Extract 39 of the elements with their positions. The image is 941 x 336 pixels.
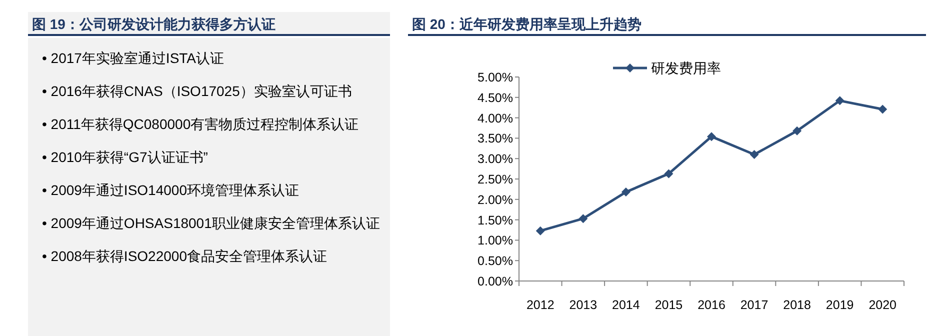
- point: [792, 126, 802, 136]
- point: [750, 150, 759, 160]
- point: [621, 188, 630, 197]
- text: • 2010年获得“G7认证证书”: [42, 148, 209, 167]
- point: [835, 96, 844, 106]
- point: [578, 214, 588, 224]
- y-tick-label: 4.00%: [478, 111, 513, 126]
- y-tick-label: 2.00%: [478, 192, 513, 207]
- text: • 2017年实验室通过ISTA认证: [42, 49, 226, 68]
- y-tick-label: 3.00%: [478, 152, 513, 166]
- y-tick-label: 4.50%: [478, 90, 513, 105]
- point: [664, 169, 674, 178]
- x-tick-label: 2014: [612, 298, 640, 312]
- y-tick-label: 1.50%: [478, 213, 513, 228]
- text: • 2009年通过ISO14000环境管理体系认证: [42, 181, 300, 200]
- text: 图 19：公司研发设计能力获得多方认证: [28, 12, 390, 36]
- text: • 2011年获得QC080000有害物质过程控制体系认证: [42, 115, 360, 134]
- x-tick-label: 2019: [826, 298, 854, 312]
- x-tick-label: 2020: [868, 298, 897, 312]
- y-tick-label: 3.50%: [478, 132, 513, 146]
- legend-label: 研发费用率: [651, 60, 721, 76]
- text: • 2009年通过OHSAS18001职业健康安全管理体系认证: [42, 214, 381, 233]
- x-tick-label: 2012: [526, 298, 554, 312]
- x-tick-label: 2015: [654, 298, 683, 312]
- point: [878, 104, 888, 114]
- y-tick-label: 5.00%: [478, 70, 513, 84]
- x-tick-label: 2016: [698, 298, 726, 312]
- text: • 2008年获得ISO22000食品安全管理体系认证: [42, 247, 328, 266]
- y-tick-label: 0.00%: [478, 274, 513, 288]
- text: • 2016年获得CNAS（ISO17025）实验室认可证书: [42, 82, 353, 101]
- y-tick-label: 1.00%: [478, 234, 513, 248]
- y-tick-label: 0.50%: [478, 254, 513, 268]
- point: [707, 132, 716, 142]
- x-tick-label: 2013: [569, 298, 598, 312]
- x-tick-label: 2018: [783, 298, 812, 312]
- y-tick-label: 2.50%: [478, 172, 513, 186]
- x-tick-label: 2017: [740, 298, 768, 312]
- point: [536, 226, 545, 236]
- chart-title: 图 20：近年研发费用率呈现上升趋势: [408, 12, 926, 36]
